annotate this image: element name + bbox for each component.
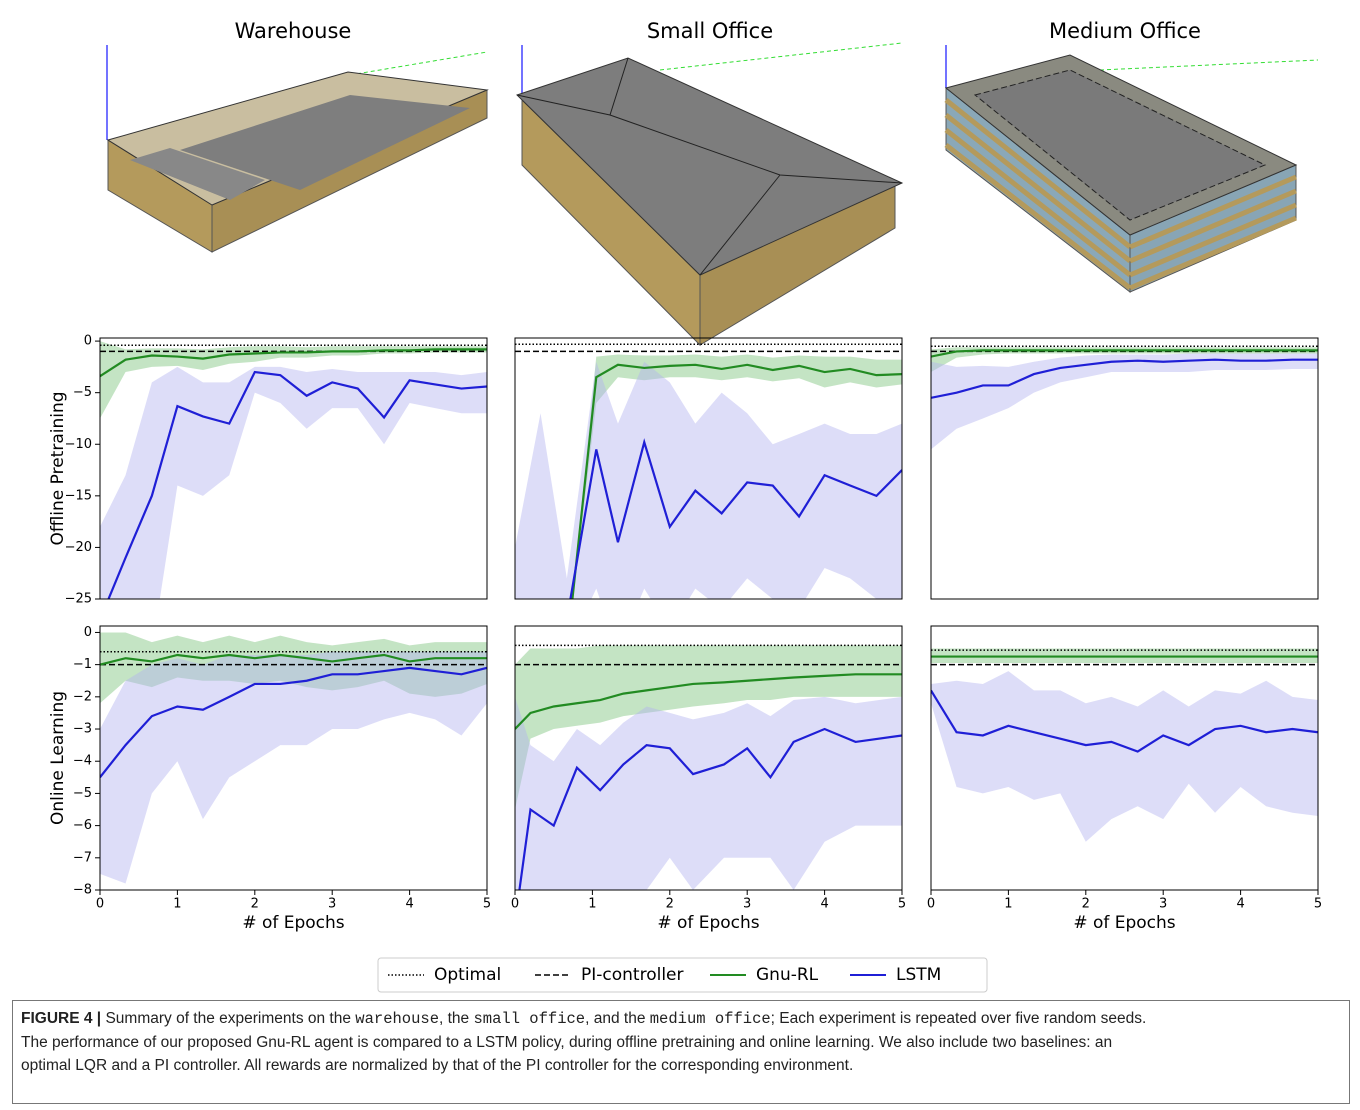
legend-label: Gnu-RL (756, 965, 819, 985)
column-title: Medium Office (1049, 19, 1201, 43)
band (931, 353, 1318, 449)
x-tick-label: 0 (511, 897, 519, 912)
x-tick-label: 5 (898, 897, 906, 912)
y-tick-label: −5 (73, 786, 92, 801)
y-tick-label: −20 (65, 540, 92, 555)
warehouse-render (107, 45, 487, 252)
legend-label: PI-controller (581, 965, 684, 985)
y-tick-label: −1 (73, 657, 92, 672)
x-tick-label: 0 (927, 897, 935, 912)
legend-label: LSTM (896, 965, 941, 985)
y-tick-label: −25 (65, 592, 92, 607)
column-title: Warehouse (235, 19, 352, 43)
x-tick-label: 5 (1314, 897, 1322, 912)
figure: Warehouse Small Office Medium Office Opt… (0, 0, 1360, 998)
y-tick-label: 0 (84, 334, 92, 349)
plot (931, 346, 1318, 449)
band (100, 367, 487, 651)
x-axis-label: # of Epochs (1073, 913, 1175, 933)
y-tick-label: −6 (73, 818, 92, 833)
y-tick-label: −7 (73, 850, 92, 865)
small-office-render (517, 43, 902, 345)
x-tick-label: 4 (1236, 897, 1244, 912)
y-tick-label: −10 (65, 437, 92, 452)
x-tick-label: 2 (666, 897, 674, 912)
caption-text: , and the (585, 1010, 650, 1027)
x-tick-label: 1 (588, 897, 596, 912)
caption-text: optimal LQR and a PI controller. All rew… (21, 1057, 853, 1074)
y-tick-label: −8 (73, 883, 92, 898)
y-tick-label: −4 (73, 754, 92, 769)
x-tick-label: 4 (820, 897, 828, 912)
y-axis-label: Offline Pretraining (48, 391, 68, 545)
band (515, 697, 902, 922)
x-tick-label: 1 (173, 897, 181, 912)
y-tick-label: −5 (73, 385, 92, 400)
caption-text: Summary of the experiments on the (101, 1010, 355, 1027)
caption-text: ; Each experiment is repeated over five … (771, 1010, 1147, 1027)
caption-code: medium office (650, 1010, 771, 1028)
y-tick-label: −15 (65, 488, 92, 503)
legend: Optimal PI-controller Gnu-RL LSTM (378, 958, 987, 992)
caption-code: small office (473, 1010, 585, 1028)
legend-label: Optimal (434, 965, 501, 985)
plot (515, 344, 902, 650)
caption-code: warehouse (355, 1010, 439, 1028)
band (931, 671, 1318, 842)
x-axis-label: # of Epochs (242, 913, 344, 933)
y-tick-label: −3 (73, 722, 92, 737)
x-tick-label: 2 (1082, 897, 1090, 912)
x-tick-label: 2 (251, 897, 259, 912)
x-axis-label: # of Epochs (657, 913, 759, 933)
page: Warehouse Small Office Medium Office Opt… (0, 0, 1360, 1110)
medium-office-render (946, 45, 1318, 292)
x-tick-label: 5 (483, 897, 491, 912)
band (100, 652, 487, 884)
plot (100, 341, 487, 650)
caption-text: The performance of our proposed Gnu-RL a… (21, 1034, 1112, 1051)
x-tick-label: 3 (1159, 897, 1167, 912)
plot (515, 645, 902, 922)
band (515, 362, 902, 651)
caption-label: FIGURE 4 | (21, 1010, 101, 1027)
x-tick-label: 3 (328, 897, 336, 912)
caption: FIGURE 4 | Summary of the experiments on… (12, 1000, 1350, 1104)
y-tick-label: −2 (73, 689, 92, 704)
y-tick-label: 0 (84, 625, 92, 640)
x-tick-label: 4 (405, 897, 413, 912)
plot (100, 632, 487, 883)
plot (931, 649, 1318, 842)
column-title: Small Office (647, 19, 773, 43)
x-tick-label: 3 (743, 897, 751, 912)
caption-text: , the (439, 1010, 473, 1027)
y-axis-label: Online Learning (48, 691, 68, 825)
x-tick-label: 0 (96, 897, 104, 912)
x-tick-label: 1 (1004, 897, 1012, 912)
